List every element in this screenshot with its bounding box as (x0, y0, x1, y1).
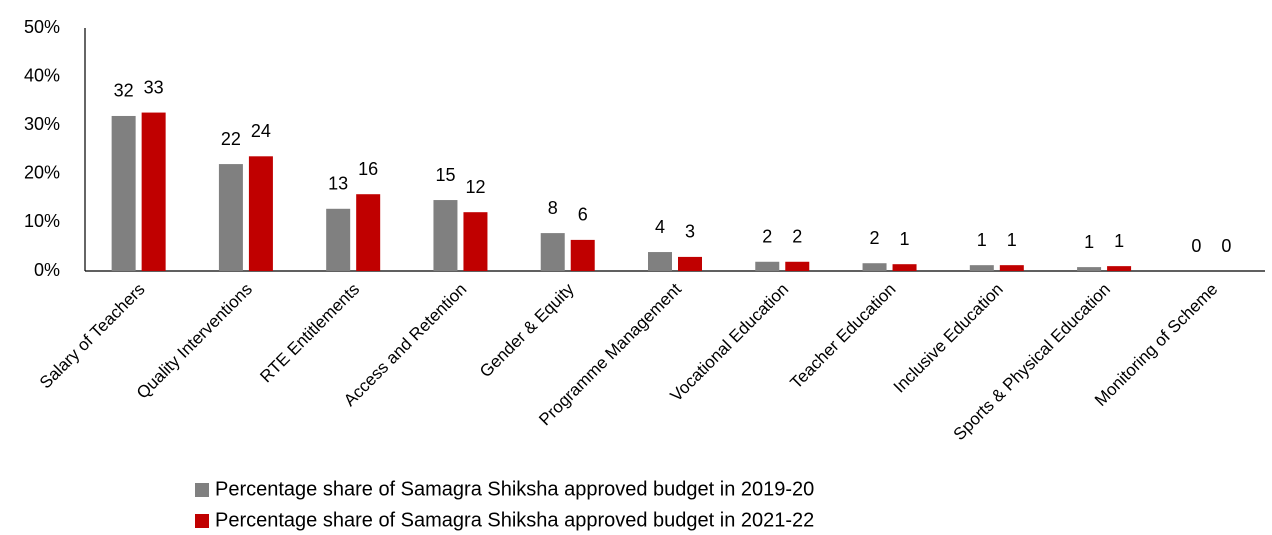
x-tick-label: Monitoring of Scheme (1091, 280, 1221, 410)
x-tick-label: Gender & Equity (476, 279, 578, 381)
bar (678, 256, 702, 271)
data-label: 22 (221, 129, 241, 149)
data-label: 1 (900, 229, 910, 249)
y-tick-label: 20% (24, 163, 60, 183)
bar (862, 263, 887, 271)
bar (648, 252, 672, 271)
bar (463, 212, 488, 271)
data-label: 6 (578, 205, 588, 225)
x-tick-label: Inclusive Education (890, 280, 1007, 397)
y-tick-label: 40% (24, 65, 60, 85)
data-label: 4 (655, 217, 665, 237)
data-label: 8 (548, 198, 558, 218)
legend-swatch (195, 483, 209, 497)
data-label: 1 (1084, 232, 1094, 252)
x-tick-label: RTE Entitlements (256, 280, 363, 387)
y-tick-label: 30% (24, 114, 60, 134)
data-label: 1 (977, 230, 987, 250)
data-label: 2 (762, 227, 772, 247)
bar (248, 156, 273, 271)
bar (540, 233, 565, 271)
bar (570, 239, 595, 271)
bar (218, 164, 243, 271)
data-label: 33 (144, 77, 164, 97)
x-tick-label: Vocational Education (667, 280, 793, 406)
bar (111, 115, 136, 271)
data-label: 1 (1007, 230, 1017, 250)
x-tick-label: Salary of Teachers (36, 280, 149, 393)
data-label: 2 (870, 228, 880, 248)
legend-swatch (195, 514, 209, 528)
y-tick-label: 10% (24, 211, 60, 231)
bar (433, 200, 458, 271)
bar (892, 264, 917, 271)
bar (326, 208, 351, 271)
bar (755, 261, 780, 271)
x-tick-label: Teacher Education (787, 280, 900, 393)
bar (1107, 266, 1132, 271)
x-tick-label: Quality Interventions (133, 280, 256, 403)
data-label: 13 (328, 174, 348, 194)
data-label: 12 (465, 177, 485, 197)
bar (1077, 267, 1102, 271)
y-tick-label: 0% (34, 260, 60, 280)
data-label: 32 (114, 81, 134, 101)
y-tick-label: 50% (24, 17, 60, 37)
data-label: 0 (1191, 236, 1201, 256)
data-label: 2 (792, 227, 802, 247)
bar (356, 194, 381, 271)
data-label: 24 (251, 121, 271, 141)
bar (999, 265, 1024, 271)
data-label: 1 (1114, 231, 1124, 251)
bar (969, 265, 994, 271)
data-label: 16 (358, 159, 378, 179)
data-label: 3 (685, 222, 695, 242)
data-label: 0 (1221, 236, 1231, 256)
legend-label: Percentage share of Samagra Shiksha appr… (215, 509, 814, 531)
bar (785, 261, 810, 271)
legend-label: Percentage share of Samagra Shiksha appr… (215, 478, 814, 500)
data-label: 15 (435, 165, 455, 185)
x-tick-label: Access and Retention (340, 280, 470, 410)
bar (141, 112, 166, 272)
